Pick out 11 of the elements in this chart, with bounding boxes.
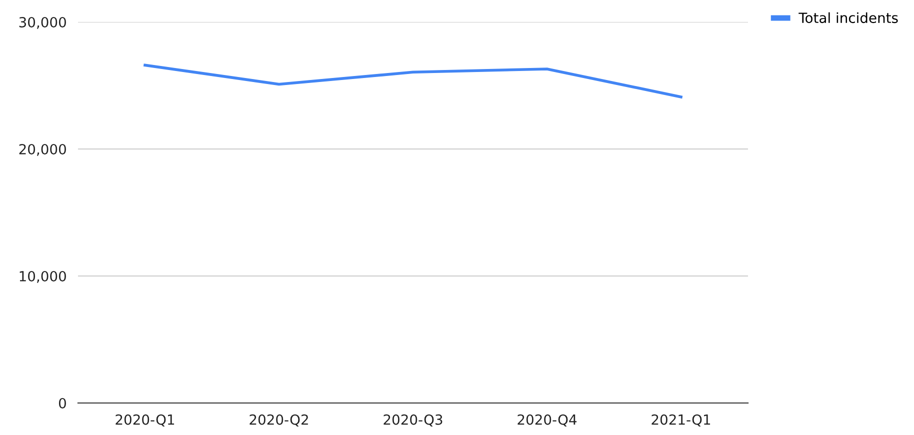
line-series <box>144 64 682 98</box>
x-tick-label: 2021-Q1 <box>652 414 710 426</box>
x-tick-label: 2020-Q4 <box>518 414 577 426</box>
x-tick-label: 2020-Q3 <box>384 414 442 426</box>
legend-label: Total incidents <box>798 12 898 24</box>
y-tick-label: 30,000 <box>19 16 66 29</box>
y-tick-label: 20,000 <box>19 144 66 156</box>
y-tick-label: 0 <box>58 398 66 408</box>
x-tick-label: 2020-Q1 <box>116 414 174 426</box>
y-tick-label: 10,000 <box>20 270 66 283</box>
x-tick-label: 2020-Q2 <box>250 414 308 426</box>
